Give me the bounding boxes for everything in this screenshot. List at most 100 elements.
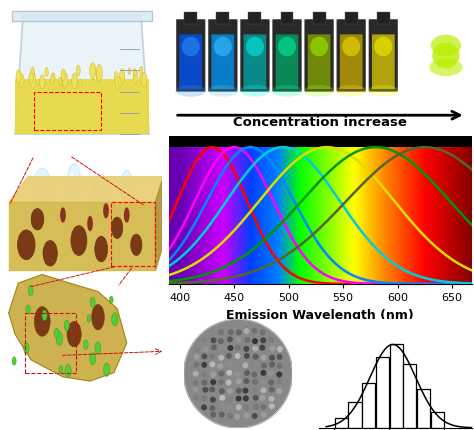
Circle shape xyxy=(236,396,242,402)
Circle shape xyxy=(93,177,109,219)
Ellipse shape xyxy=(18,230,35,260)
Circle shape xyxy=(226,404,232,410)
Circle shape xyxy=(234,371,240,377)
Circle shape xyxy=(192,380,199,386)
Circle shape xyxy=(61,69,65,81)
Circle shape xyxy=(276,388,283,394)
Ellipse shape xyxy=(111,313,118,326)
Circle shape xyxy=(269,387,275,393)
Circle shape xyxy=(210,372,216,378)
Circle shape xyxy=(260,404,266,410)
FancyBboxPatch shape xyxy=(313,12,326,24)
Circle shape xyxy=(235,362,241,368)
Circle shape xyxy=(119,69,125,83)
Circle shape xyxy=(251,328,257,334)
Circle shape xyxy=(210,396,216,402)
Circle shape xyxy=(218,355,224,361)
Circle shape xyxy=(276,363,283,369)
Bar xyxy=(362,383,375,428)
Circle shape xyxy=(124,207,129,223)
Circle shape xyxy=(234,414,240,420)
Ellipse shape xyxy=(374,37,392,56)
Ellipse shape xyxy=(207,85,238,97)
Ellipse shape xyxy=(182,37,200,56)
Circle shape xyxy=(140,66,143,75)
Circle shape xyxy=(103,203,109,218)
Circle shape xyxy=(253,404,259,410)
Circle shape xyxy=(201,336,208,342)
Circle shape xyxy=(245,337,250,343)
Circle shape xyxy=(259,395,265,401)
FancyBboxPatch shape xyxy=(276,34,298,89)
Ellipse shape xyxy=(368,85,399,97)
Circle shape xyxy=(210,412,216,418)
Ellipse shape xyxy=(54,328,59,338)
Circle shape xyxy=(133,70,138,83)
FancyBboxPatch shape xyxy=(179,34,202,89)
FancyBboxPatch shape xyxy=(345,12,358,24)
Circle shape xyxy=(269,346,275,351)
Circle shape xyxy=(277,346,283,352)
FancyBboxPatch shape xyxy=(377,12,390,24)
Circle shape xyxy=(45,68,48,77)
Circle shape xyxy=(219,403,225,409)
Ellipse shape xyxy=(90,353,96,365)
Circle shape xyxy=(226,380,232,386)
Circle shape xyxy=(115,77,120,89)
FancyBboxPatch shape xyxy=(281,12,293,24)
Circle shape xyxy=(277,378,283,384)
Bar xyxy=(376,357,389,428)
X-axis label: Emission Wavelength (nm): Emission Wavelength (nm) xyxy=(226,309,414,322)
Circle shape xyxy=(243,396,249,401)
Ellipse shape xyxy=(12,357,16,365)
Circle shape xyxy=(202,387,209,393)
Bar xyxy=(335,418,348,428)
Circle shape xyxy=(260,379,266,385)
Circle shape xyxy=(29,71,36,88)
Circle shape xyxy=(261,387,266,393)
Circle shape xyxy=(253,353,259,359)
FancyBboxPatch shape xyxy=(372,34,395,89)
Circle shape xyxy=(62,77,67,89)
Circle shape xyxy=(235,344,241,350)
Circle shape xyxy=(244,328,250,334)
Circle shape xyxy=(252,346,258,352)
Circle shape xyxy=(251,372,257,378)
Ellipse shape xyxy=(83,340,88,350)
Circle shape xyxy=(227,388,233,394)
Circle shape xyxy=(219,344,225,350)
Circle shape xyxy=(236,378,242,384)
Ellipse shape xyxy=(246,37,264,56)
Ellipse shape xyxy=(431,35,461,56)
Ellipse shape xyxy=(432,43,459,68)
Circle shape xyxy=(87,216,93,231)
Circle shape xyxy=(253,362,258,368)
Ellipse shape xyxy=(31,209,44,230)
Ellipse shape xyxy=(56,332,63,345)
Circle shape xyxy=(252,387,258,393)
Circle shape xyxy=(236,329,242,335)
Circle shape xyxy=(243,378,249,384)
Circle shape xyxy=(192,371,199,377)
Circle shape xyxy=(79,79,82,86)
Circle shape xyxy=(218,379,224,385)
Circle shape xyxy=(252,338,258,344)
Circle shape xyxy=(243,405,249,411)
Ellipse shape xyxy=(42,310,47,321)
Circle shape xyxy=(50,75,54,84)
Ellipse shape xyxy=(65,365,71,378)
Circle shape xyxy=(16,70,21,83)
Polygon shape xyxy=(9,275,127,381)
FancyBboxPatch shape xyxy=(12,11,152,22)
PathPatch shape xyxy=(15,15,149,134)
Circle shape xyxy=(133,69,136,77)
Circle shape xyxy=(128,68,131,75)
Circle shape xyxy=(219,412,225,418)
FancyBboxPatch shape xyxy=(308,34,330,89)
Ellipse shape xyxy=(304,85,335,97)
Circle shape xyxy=(211,344,217,350)
Circle shape xyxy=(218,329,224,335)
Circle shape xyxy=(269,362,275,368)
Circle shape xyxy=(269,403,275,409)
Circle shape xyxy=(193,395,199,401)
